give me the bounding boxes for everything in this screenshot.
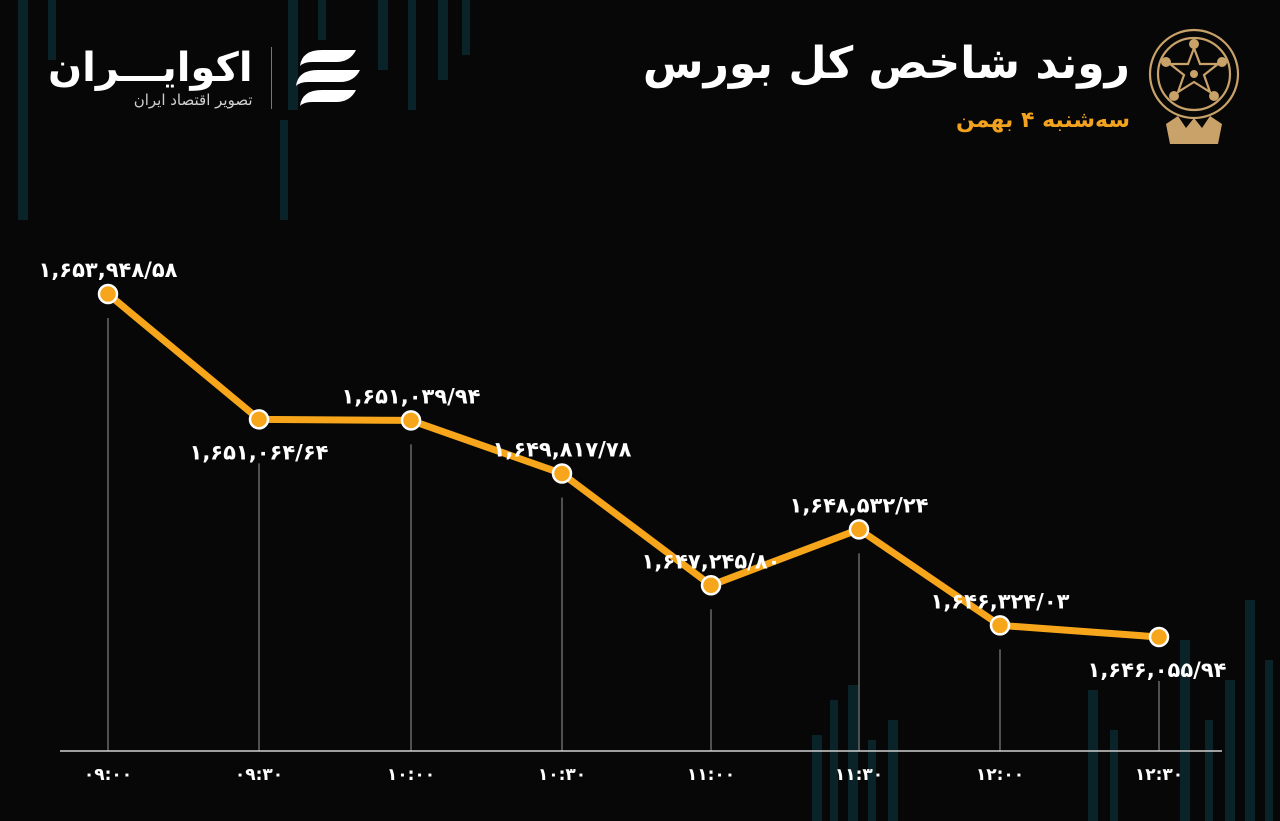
data-point — [97, 283, 119, 305]
header: روند شاخص کل بورس سه‌شنبه ۴ بهمن — [643, 34, 1130, 138]
x-tick-labels: ۰۹:۰۰ ۰۹:۳۰ ۱۰:۰۰ ۱۰:۳۰ ۱۱:۰۰ ۱۱:۳۰ ۱۲:۰۰ ۱۲:۳۰ — [84, 765, 1183, 785]
series-line — [104, 290, 1163, 641]
x-tick-label: ۱۲:۳۰ — [1135, 765, 1183, 785]
data-point — [1148, 626, 1170, 648]
data-point — [989, 615, 1011, 636]
data-label: ۱,۶۴۷,۲۴۵/۸۰ — [642, 549, 781, 573]
logo-divider — [270, 47, 272, 109]
data-labels: ۱,۶۵۳,۹۴۸/۵۸ ۱,۶۵۱,۰۶۴/۶۴ ۱,۶۵۱,۰۳۹/۹۴ ۱,۶۴… — [39, 258, 1227, 682]
data-label: ۱,۶۵۱,۰۳۹/۹۴ — [342, 384, 481, 408]
x-tick-label: ۱۲:۰۰ — [976, 765, 1024, 785]
x-tick-label: ۱۰:۳۰ — [538, 765, 586, 785]
data-label: ۱,۶۵۱,۰۶۴/۶۴ — [190, 440, 329, 464]
data-label: ۱,۶۴۹,۸۱۷/۷۸ — [493, 438, 632, 462]
page-title: روند شاخص کل بورس — [642, 38, 1130, 89]
stacked-stripes-logo-icon — [290, 40, 366, 116]
brand-tagline: تصویر اقتصاد ایران — [133, 91, 253, 109]
x-tick-label: ۰۹:۰۰ — [84, 765, 132, 785]
x-tick-label: ۱۱:۰۰ — [687, 765, 735, 785]
data-point — [551, 463, 573, 484]
data-point — [848, 519, 870, 540]
data-point — [700, 575, 722, 596]
brand-name: اکوایـــران — [48, 45, 253, 91]
data-label: ۱,۶۴۶,۳۲۴/۰۳ — [931, 589, 1070, 613]
data-label: ۱,۶۵۳,۹۴۸/۵۸ — [39, 258, 178, 282]
data-point — [248, 409, 270, 430]
brand-logo[interactable]: اکوایـــران تصویر اقتصاد ایران — [48, 38, 366, 118]
data-points — [97, 283, 1170, 648]
data-point — [400, 410, 422, 431]
data-label: ۱,۶۴۸,۵۳۲/۲۴ — [790, 493, 929, 517]
date-subtitle: سه‌شنبه ۴ بهمن — [955, 108, 1130, 133]
data-label: ۱,۶۴۶,۰۵۵/۹۴ — [1088, 658, 1227, 682]
x-tick-label: ۱۱:۳۰ — [835, 765, 883, 785]
vertical-grid-lines — [107, 318, 1160, 751]
stock-exchange-emblem-icon — [1144, 26, 1244, 158]
x-tick-label: ۱۰:۰۰ — [387, 765, 435, 785]
x-tick-label: ۰۹:۳۰ — [235, 765, 283, 785]
brand-wordmark: اکوایـــران تصویر اقتصاد ایران — [48, 46, 253, 110]
